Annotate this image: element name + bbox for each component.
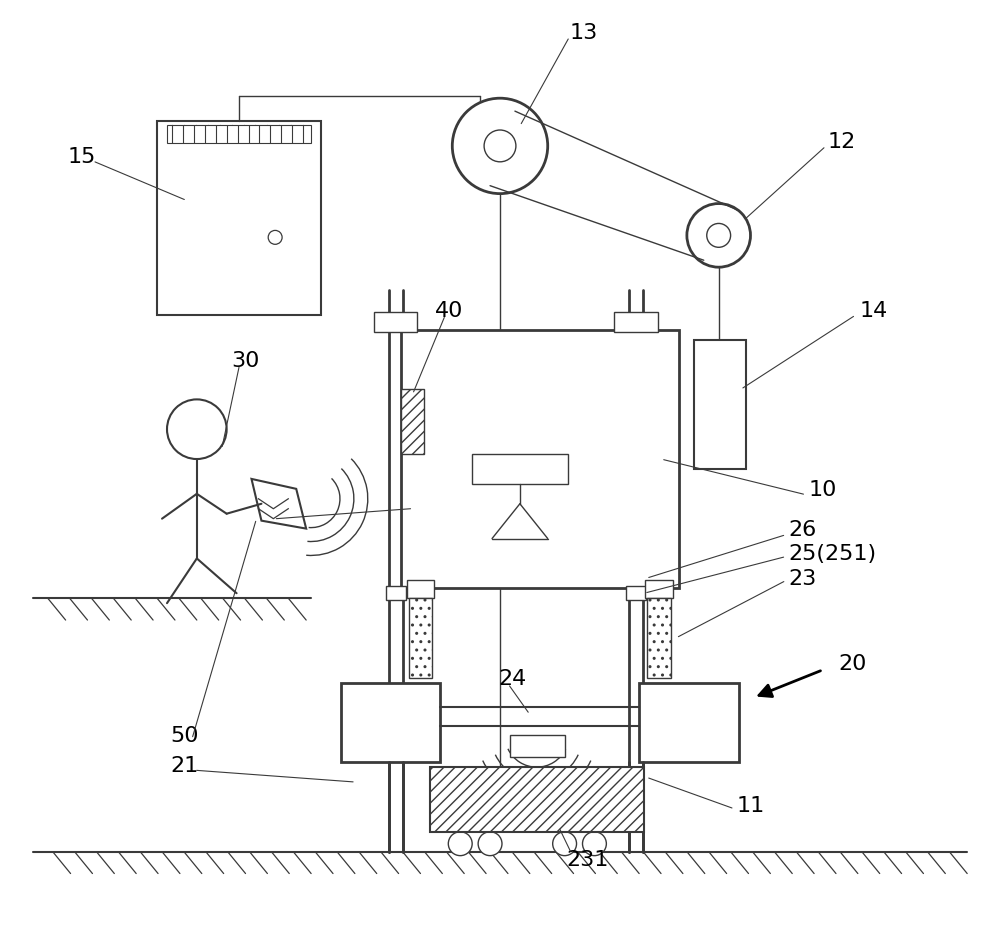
Circle shape bbox=[478, 831, 502, 856]
Text: 231: 231 bbox=[567, 849, 609, 869]
Bar bbox=[266, 126, 268, 142]
Text: 26: 26 bbox=[788, 519, 817, 539]
Bar bbox=[647, 599, 671, 678]
Bar bbox=[278, 126, 280, 142]
Text: 40: 40 bbox=[435, 301, 464, 320]
Circle shape bbox=[268, 231, 282, 245]
Circle shape bbox=[167, 400, 227, 459]
Bar bbox=[510, 736, 565, 757]
Circle shape bbox=[707, 225, 731, 248]
Bar bbox=[231, 126, 233, 142]
Bar bbox=[207, 126, 209, 142]
Bar bbox=[171, 126, 173, 142]
Text: 21: 21 bbox=[170, 755, 198, 776]
Bar bbox=[374, 313, 417, 332]
Bar bbox=[401, 390, 424, 455]
Text: 12: 12 bbox=[828, 132, 856, 152]
Text: 50: 50 bbox=[170, 726, 198, 745]
Circle shape bbox=[553, 831, 577, 856]
Text: 25(251): 25(251) bbox=[788, 544, 876, 564]
Bar bbox=[409, 599, 432, 678]
Bar bbox=[401, 330, 679, 588]
Bar bbox=[639, 683, 739, 763]
Bar bbox=[290, 126, 292, 142]
Text: 24: 24 bbox=[498, 668, 526, 688]
Bar bbox=[341, 683, 440, 763]
Bar bbox=[157, 122, 321, 316]
Bar bbox=[407, 581, 434, 599]
Bar bbox=[645, 581, 673, 599]
Text: 10: 10 bbox=[808, 480, 837, 499]
Text: 20: 20 bbox=[838, 653, 866, 673]
Text: 23: 23 bbox=[788, 569, 817, 588]
Circle shape bbox=[448, 831, 472, 856]
Circle shape bbox=[452, 99, 548, 194]
Circle shape bbox=[484, 131, 516, 162]
Text: 30: 30 bbox=[232, 350, 260, 370]
Bar bbox=[472, 455, 568, 484]
Text: 14: 14 bbox=[860, 301, 888, 320]
Bar bbox=[430, 767, 644, 831]
Bar bbox=[614, 313, 658, 332]
Text: 11: 11 bbox=[737, 795, 765, 815]
Bar bbox=[302, 126, 304, 142]
Bar bbox=[167, 126, 311, 144]
Text: 13: 13 bbox=[570, 22, 598, 43]
Bar bbox=[694, 341, 746, 470]
Bar bbox=[254, 126, 256, 142]
Bar bbox=[219, 126, 221, 142]
Bar bbox=[243, 126, 245, 142]
Circle shape bbox=[687, 204, 750, 268]
Bar bbox=[183, 126, 185, 142]
Bar bbox=[386, 586, 406, 600]
Bar bbox=[626, 586, 646, 600]
Text: 15: 15 bbox=[68, 147, 96, 167]
Bar bbox=[195, 126, 197, 142]
Circle shape bbox=[583, 831, 606, 856]
